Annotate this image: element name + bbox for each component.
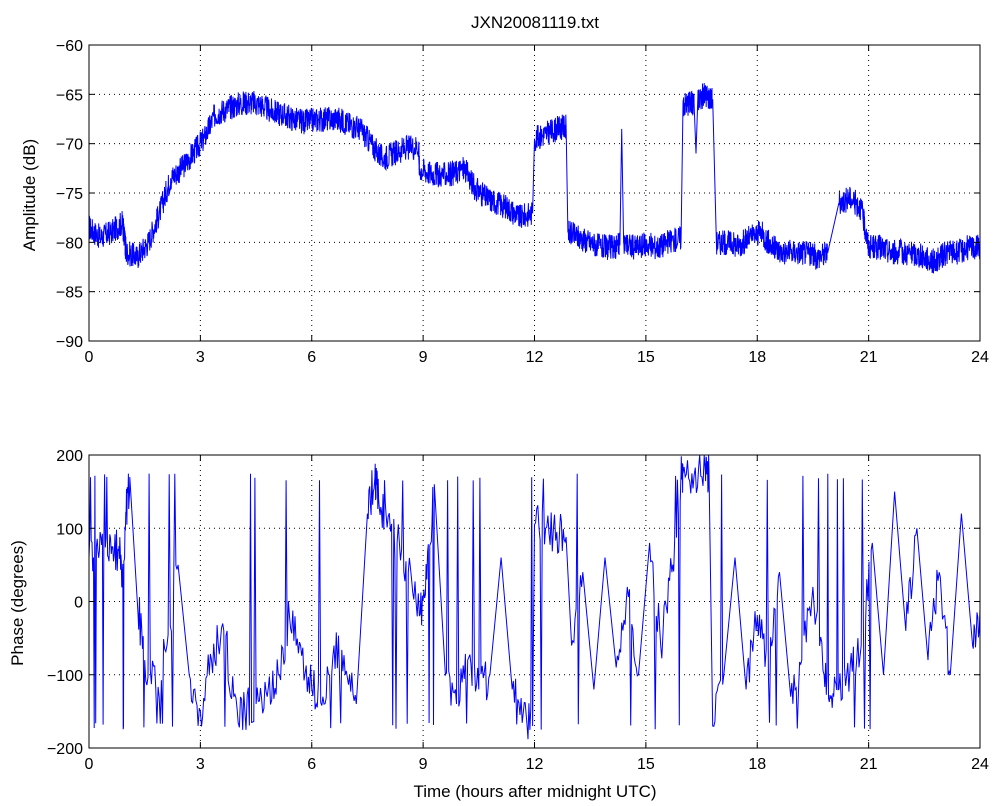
y-tick-label: 100 — [56, 521, 83, 538]
x-tick-label: 24 — [971, 349, 989, 366]
y-tick-label: 200 — [56, 448, 83, 465]
y-tick-label: −70 — [56, 137, 83, 154]
x-tick-label: 15 — [637, 349, 655, 366]
y-tick-label: −90 — [56, 334, 83, 351]
amplitude-line — [88, 82, 981, 274]
x-tick-label: 6 — [307, 756, 316, 773]
x-tick-label: 3 — [196, 756, 205, 773]
x-tick-label: 21 — [860, 349, 878, 366]
y-tick-label: −60 — [56, 38, 83, 55]
x-tick-label: 21 — [860, 756, 878, 773]
y-tick-label: −75 — [56, 186, 83, 203]
phase-line — [88, 454, 981, 740]
y-tick-label: −85 — [56, 285, 83, 302]
x-tick-label: 3 — [196, 349, 205, 366]
x-tick-label: 9 — [419, 349, 428, 366]
x-tick-label: 0 — [85, 756, 94, 773]
x-tick-label: 9 — [419, 756, 428, 773]
x-tick-label: 12 — [526, 756, 544, 773]
x-tick-label: 18 — [748, 349, 766, 366]
chart-title: JXN20081119.txt — [471, 13, 599, 32]
x-tick-label: 24 — [971, 756, 989, 773]
x-tick-label: 15 — [637, 756, 655, 773]
y-tick-label: −80 — [56, 235, 83, 252]
x-tick-label: 0 — [85, 349, 94, 366]
phase-plot: 0 3 6 9 12 15 18 21 24 −200 −100 0 100 200 — [47, 448, 989, 773]
x-tick-label: 12 — [526, 349, 544, 366]
phase-ylabel: Phase (degrees) — [8, 540, 27, 666]
y-tick-label: −65 — [56, 87, 83, 104]
x-tick-label: 18 — [748, 756, 766, 773]
y-tick-label: −100 — [47, 668, 83, 685]
amplitude-ylabel: Amplitude (dB) — [20, 139, 39, 251]
x-tick-label: 6 — [307, 349, 316, 366]
x-axis-label: Time (hours after midnight UTC) — [413, 782, 656, 801]
y-tick-label: 0 — [74, 595, 83, 612]
amplitude-plot: 0 3 6 9 12 15 18 21 24 −90 −85 −80 −75 −70 −65 −60 — [56, 38, 989, 366]
y-tick-label: −200 — [47, 741, 83, 758]
